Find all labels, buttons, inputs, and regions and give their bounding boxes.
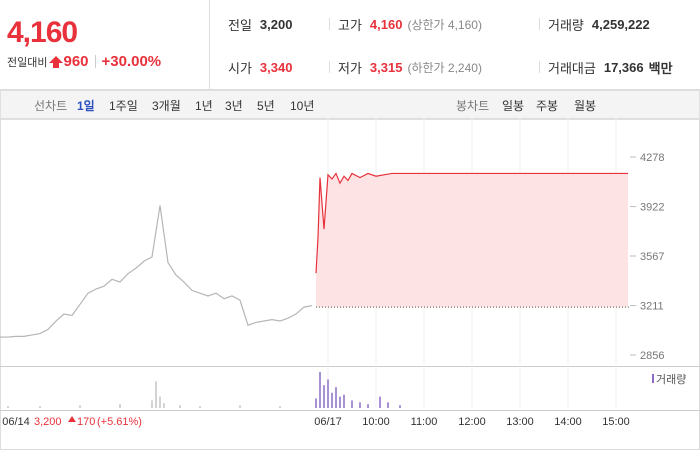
tab-label: 봉차트 bbox=[456, 99, 490, 113]
divider bbox=[329, 18, 330, 30]
stat-label: 거래량 bbox=[548, 17, 584, 33]
tab[interactable]: 주봉 bbox=[536, 99, 559, 113]
x-tick-label: 11:00 bbox=[411, 416, 438, 428]
divider bbox=[539, 18, 540, 30]
stat: 거래량 4,259,222 bbox=[548, 14, 650, 34]
price-line bbox=[315, 172, 628, 274]
stat-value: 17,366 bbox=[603, 59, 644, 75]
stat-note: (상한가 4,160) bbox=[407, 17, 482, 32]
change-label: 전일대비 bbox=[7, 56, 48, 69]
stat-value: 4,160 bbox=[369, 16, 403, 32]
x-tick-label: 13:00 bbox=[506, 416, 534, 428]
stat: 저가 3,315 (하한가 2,240) bbox=[338, 57, 482, 77]
tab[interactable]: 5년 bbox=[257, 99, 275, 113]
prev-change: 170 bbox=[77, 416, 95, 428]
legend-label: 거래량 bbox=[656, 373, 686, 386]
stat: 전일 3,200 bbox=[228, 14, 292, 34]
quote-box: 4,160 전일대비 960 +30.00% bbox=[0, 0, 210, 89]
up-icon bbox=[68, 416, 76, 422]
y-tick-label: 3567 bbox=[640, 251, 664, 263]
stat-value: 4,259,222 bbox=[591, 16, 650, 32]
price-line bbox=[0, 205, 313, 338]
stat-value: 3,200 bbox=[259, 16, 293, 32]
up-icon bbox=[49, 55, 64, 68]
y-tick-label: 4278 bbox=[640, 152, 664, 164]
stat-label: 저가 bbox=[338, 60, 362, 76]
y-tick-label: 3922 bbox=[640, 202, 664, 214]
tab-label: 선차트 bbox=[34, 99, 68, 113]
quote-header: 4,160 전일대비 960 +30.00% 전일 3,200 고가 4,160 (상한… bbox=[0, 0, 700, 90]
stat-note: (하한가 2,240) bbox=[407, 60, 482, 75]
tab[interactable]: 3년 bbox=[225, 99, 243, 113]
stat-label: 고가 bbox=[338, 17, 362, 33]
y-tick-label: 3211 bbox=[640, 301, 664, 313]
x-tick-label: 15:00 bbox=[602, 416, 630, 428]
tab[interactable]: 1주일 bbox=[109, 99, 138, 113]
tab[interactable]: 3개월 bbox=[152, 99, 181, 113]
area bbox=[316, 173, 628, 308]
tab[interactable]: 1일 bbox=[77, 99, 95, 113]
divider bbox=[539, 61, 540, 73]
x-tick-label: 06/17 bbox=[314, 416, 342, 428]
tab[interactable]: 월봉 bbox=[574, 99, 597, 113]
divider bbox=[329, 61, 330, 73]
stat-label: 전일 bbox=[228, 17, 252, 33]
stat: 고가 4,160 (상한가 4,160) bbox=[338, 14, 482, 34]
stat-value: 3,340 bbox=[259, 59, 293, 75]
stat: 시가 3,340 bbox=[228, 57, 292, 77]
change-row: 전일대비 960 +30.00% bbox=[7, 53, 161, 70]
tab[interactable]: 1년 bbox=[195, 99, 213, 113]
x-tick-label: 06/14 bbox=[2, 416, 30, 428]
price: 4,160 bbox=[7, 16, 78, 49]
stat-label: 시가 bbox=[228, 60, 252, 76]
x-tick-label: 10:00 bbox=[362, 416, 390, 428]
tab[interactable]: 일봉 bbox=[502, 99, 525, 113]
tab[interactable]: 10년 bbox=[290, 99, 315, 113]
legend-swatch bbox=[652, 374, 654, 383]
stat-label: 거래대금 bbox=[548, 60, 596, 76]
stat-value: 3,315 bbox=[369, 59, 403, 75]
x-tick-label: 12:00 bbox=[458, 416, 486, 428]
change-pct: +30.00% bbox=[101, 53, 162, 70]
y-tick-label: 2856 bbox=[640, 350, 664, 362]
x-tick-label: 14:00 bbox=[554, 416, 582, 428]
prev-change-pct: (+5.61%) bbox=[97, 416, 142, 428]
chart: 4278 3922 3567 3211 2856 06/14 06/17 10:00 11:00… bbox=[0, 118, 700, 450]
change: 960 bbox=[63, 53, 89, 70]
chart-tabs: 선차트 1일 1주일 3개월 1년 3년 5년 10년 봉차트 일봉 주봉 월봉 bbox=[0, 90, 700, 120]
stat: 거래대금 17,366 백만 bbox=[548, 57, 673, 77]
prev-price: 3,200 bbox=[34, 416, 62, 428]
stat-unit: 백만 bbox=[648, 60, 673, 76]
